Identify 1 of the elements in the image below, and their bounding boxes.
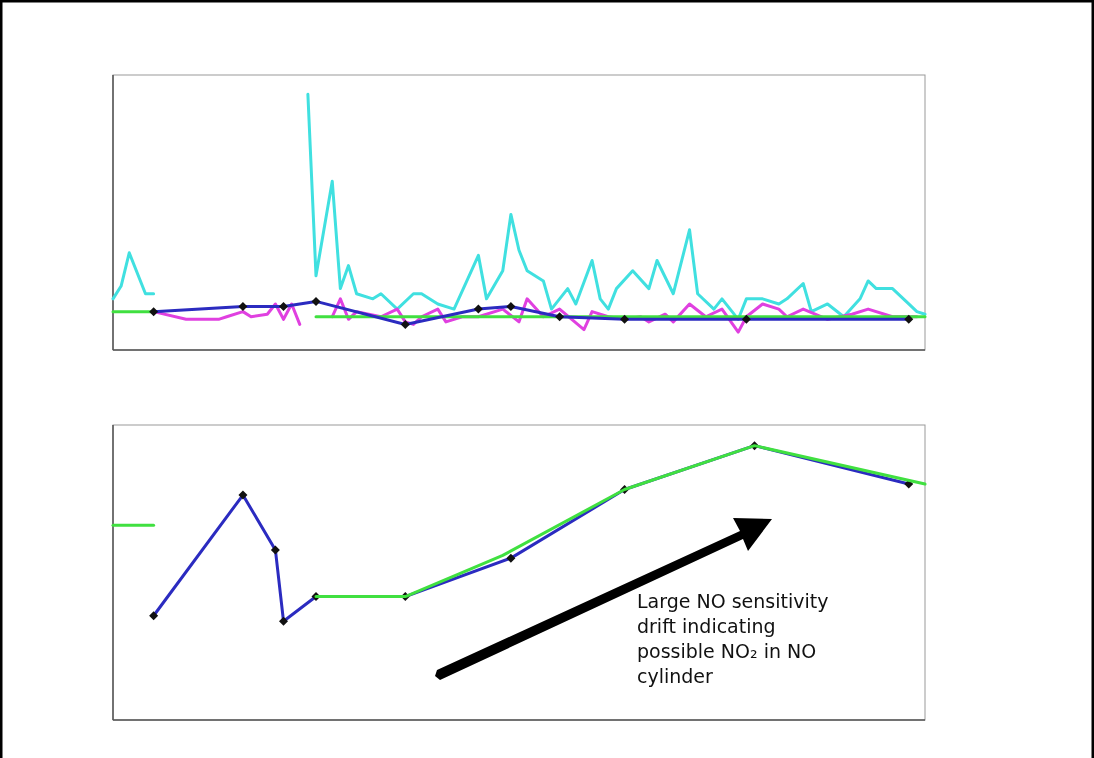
annotation: Large NO sensitivity drift indicating possible NO₂ in NO cylinder [637, 590, 829, 687]
